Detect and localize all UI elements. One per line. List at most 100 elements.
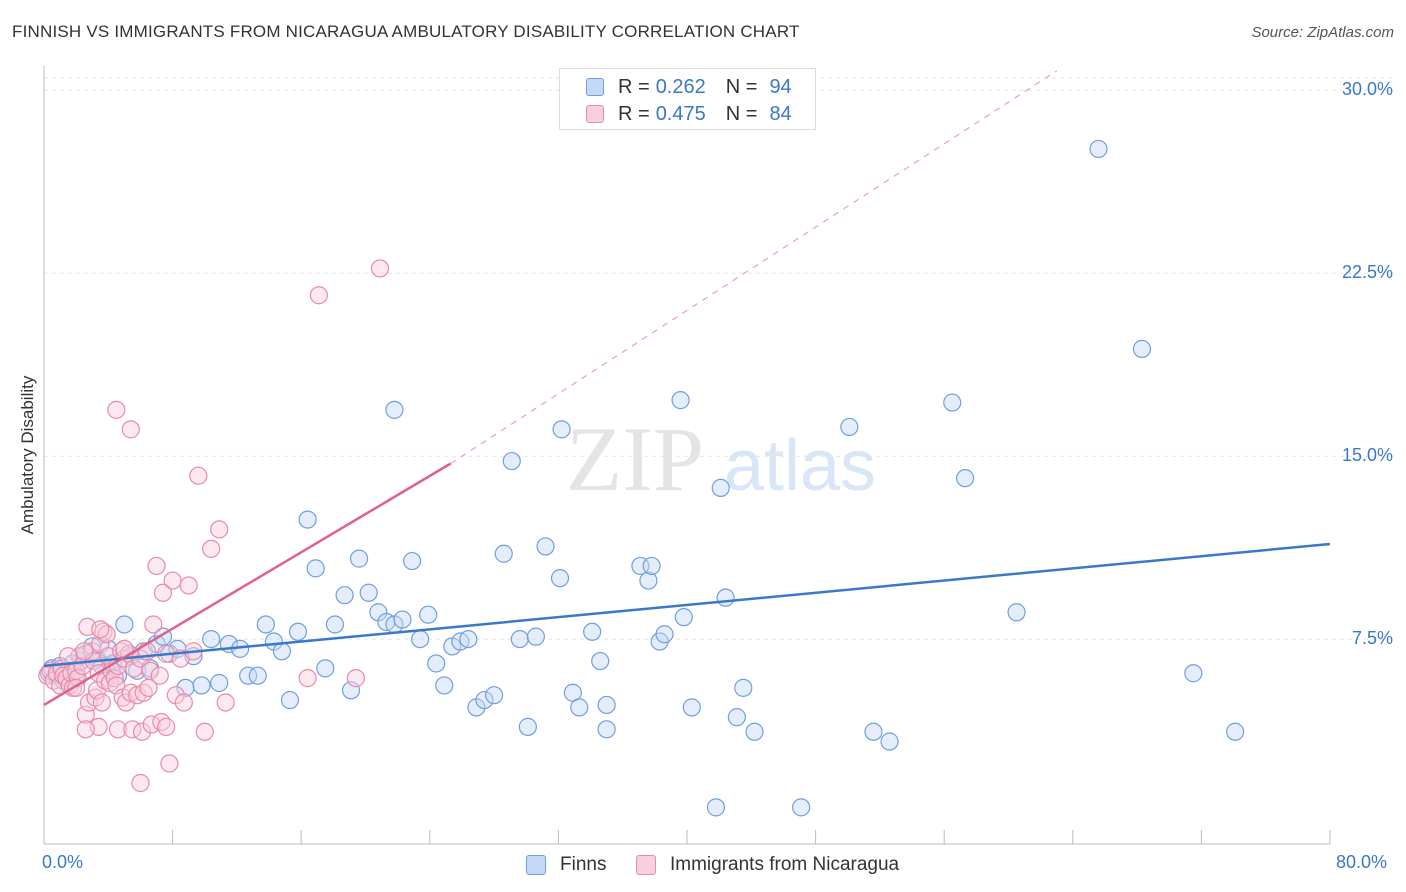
nicaragua-point-72 — [107, 400, 126, 419]
finns-point-68 — [536, 537, 555, 556]
nicaragua-point-74 — [131, 773, 150, 793]
finns-point-56 — [435, 676, 454, 695]
legend-row-finns: R = 0.262 N = 94 — [586, 74, 792, 100]
finns-point-75 — [597, 720, 616, 739]
finns-point-100 — [1184, 664, 1203, 683]
finns-point-63 — [494, 544, 513, 563]
finns-point-82 — [671, 391, 690, 410]
y-tick-label-2: 22.5% — [1341, 262, 1393, 283]
finns-point-38 — [288, 622, 308, 641]
finns-point-51 — [385, 400, 404, 419]
finns-point-53 — [411, 629, 430, 649]
x-tick-min: 0.0% — [42, 852, 84, 872]
finns-point-16 — [115, 615, 134, 634]
nicaragua-point-61 — [202, 539, 221, 558]
finns-n-label: N = — [725, 75, 758, 98]
nicaragua-point-78 — [370, 259, 390, 278]
y-tick-label-1: 15.0% — [1341, 445, 1393, 466]
nicaragua-point-48 — [147, 556, 166, 576]
finns-point-41 — [316, 659, 335, 678]
nicaragua-r-value: 0.475 — [655, 102, 706, 125]
finns-point-29 — [210, 673, 229, 693]
finns-point-27 — [192, 676, 211, 695]
nicaragua-point-77 — [346, 669, 365, 688]
finns-r-value: 0.262 — [655, 75, 706, 98]
nicaragua-point-46 — [140, 661, 160, 680]
x-tick-max: 80.0% — [1336, 852, 1388, 872]
y-axis-label: Ambulatory Disability — [18, 375, 37, 535]
nicaragua-point-60 — [195, 722, 214, 741]
finns-point-39 — [298, 510, 317, 529]
finns-point-55 — [427, 654, 446, 673]
y-tick-label-0: 7.5% — [1351, 628, 1393, 649]
finns-point-91 — [792, 798, 811, 817]
finns-point-36 — [272, 642, 292, 661]
finns-point-66 — [518, 717, 537, 736]
nicaragua-point-81 — [91, 620, 110, 639]
finns-point-85 — [706, 798, 726, 817]
source-credit: Source: ZipAtlas.com — [1251, 24, 1394, 41]
nicaragua-point-50 — [153, 583, 173, 602]
nicaragua-swatch — [586, 105, 604, 123]
nicaragua-point-52 — [160, 754, 179, 773]
nicaragua-n-value: 84 — [769, 102, 792, 125]
nicaragua-point-63 — [216, 693, 235, 712]
legend-item-finns: Finns — [526, 852, 606, 878]
finns-point-76 — [597, 695, 616, 715]
finns-point-92 — [840, 417, 859, 437]
finns-point-61 — [475, 690, 494, 710]
finns-point-101 — [1226, 722, 1245, 741]
finns-point-67 — [526, 627, 545, 646]
finns-point-34 — [256, 615, 275, 634]
finns-point-93 — [864, 722, 883, 741]
finns-swatch — [586, 78, 604, 96]
nicaragua-points — [38, 259, 390, 793]
gridlines — [44, 77, 1392, 640]
series-legend: Finns Immigrants from Nicaragua — [0, 852, 1406, 878]
finns-point-70 — [552, 420, 571, 439]
finns-point-90 — [745, 722, 764, 741]
nicaragua-point-76 — [309, 286, 328, 305]
legend-item-nicaragua: Immigrants from Nicaragua — [636, 852, 899, 878]
finns-point-62 — [485, 686, 504, 705]
nicaragua-point-79 — [75, 642, 94, 661]
finns-point-96 — [955, 469, 975, 488]
finns-point-79 — [642, 556, 661, 576]
finns-point-81 — [655, 625, 674, 644]
nicaragua-point-24 — [92, 693, 111, 712]
legend-swatch-finns — [526, 855, 546, 875]
nicaragua-point-56 — [174, 693, 193, 712]
finns-point-59 — [459, 629, 478, 649]
nicaragua-point-62 — [210, 520, 229, 539]
watermark-atlas: atlas — [724, 426, 876, 506]
finns-point-64 — [502, 451, 521, 471]
finns-point-33 — [248, 666, 267, 685]
finns-point-88 — [727, 708, 746, 727]
finns-point-37 — [280, 690, 300, 710]
axes — [43, 66, 1331, 845]
finns-point-98 — [1132, 339, 1152, 358]
finns-point-95 — [943, 393, 962, 412]
nicaragua-point-47 — [144, 615, 163, 634]
nicaragua-trend-extension — [450, 70, 1058, 465]
nicaragua-point-70 — [157, 717, 176, 736]
nicaragua-point-59 — [189, 466, 208, 485]
finns-point-84 — [682, 698, 701, 717]
nicaragua-point-53 — [163, 571, 182, 590]
nicaragua-point-65 — [108, 720, 128, 739]
finns-point-86 — [711, 478, 730, 497]
nicaragua-point-67 — [132, 722, 152, 741]
nicaragua-point-75 — [298, 669, 317, 688]
legend-row-nicaragua: R = 0.475 N = 84 — [586, 101, 792, 127]
finns-point-99 — [1089, 139, 1108, 159]
finns-point-94 — [880, 732, 899, 751]
finns-point-52 — [403, 551, 422, 571]
correlation-legend: R = 0.262 N = 94 R = 0.475 N = 84 — [559, 68, 816, 130]
nicaragua-point-37 — [116, 693, 136, 712]
finns-point-50 — [393, 610, 412, 629]
finns-point-97 — [1007, 603, 1026, 622]
finns-point-89 — [734, 678, 753, 697]
finns-point-73 — [583, 622, 602, 641]
nicaragua-trend-line — [43, 462, 452, 707]
